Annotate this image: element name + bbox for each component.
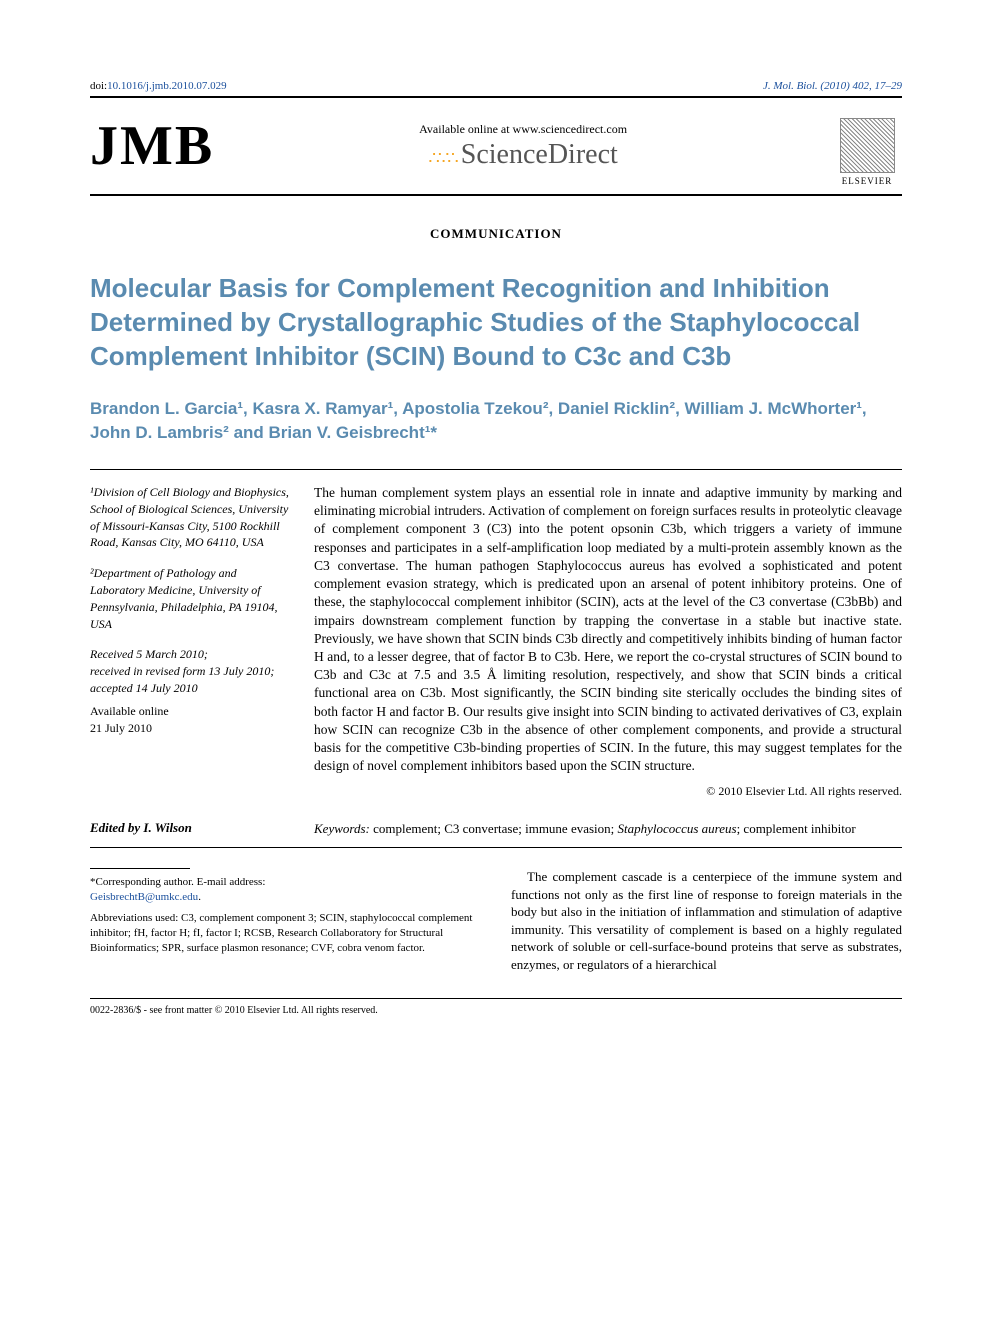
date-online: 21 July 2010 xyxy=(90,720,290,737)
corresponding-label: *Corresponding author. xyxy=(90,876,194,888)
authors: Brandon L. Garcia¹, Kasra X. Ramyar¹, Ap… xyxy=(90,397,902,445)
footnote-abbreviations: Abbreviations used: C3, complement compo… xyxy=(90,911,481,956)
keywords-italic: Staphylococcus aureus xyxy=(618,821,737,836)
keywords-text-2: ; complement inhibitor xyxy=(737,821,856,836)
bottom-line: 0022-2836/$ - see front matter © 2010 El… xyxy=(90,1005,902,1016)
abstract: The human complement system plays an ess… xyxy=(314,484,902,776)
elsevier-tree-icon xyxy=(840,118,895,173)
journal-reference: J. Mol. Biol. (2010) 402, 17–29 xyxy=(763,80,902,92)
article-type: Communication xyxy=(90,226,902,242)
dates-block: Received 5 March 2010; received in revis… xyxy=(90,646,290,696)
email-label: E-mail address: xyxy=(194,876,265,888)
main-row: ¹Division of Cell Biology and Biophysics… xyxy=(90,469,902,810)
elsevier-logo: ELSEVIER xyxy=(832,106,902,186)
body-col-left: *Corresponding author. E-mail address: G… xyxy=(90,868,481,973)
keywords-label: Keywords: xyxy=(314,821,370,836)
affiliation-2: ²Department of Pathology and Laboratory … xyxy=(90,565,290,632)
footnote-rule xyxy=(90,868,190,869)
sciencedirect-brand: ∴∵∴ScienceDirect xyxy=(234,139,812,171)
header-bar: JMB Available online at www.sciencedirec… xyxy=(90,96,902,196)
abstract-column: The human complement system plays an ess… xyxy=(314,484,902,810)
keywords: Keywords: complement; C3 convertase; imm… xyxy=(314,820,902,838)
body-paragraph: The complement cascade is a centerpiece … xyxy=(511,868,902,973)
doi-label: doi: xyxy=(90,80,107,92)
doi-link[interactable]: 10.1016/j.jmb.2010.07.029 xyxy=(107,80,226,92)
copyright: © 2010 Elsevier Ltd. All rights reserved… xyxy=(314,783,902,799)
sciencedirect-dots-icon: ∴∵∴ xyxy=(428,148,456,169)
jmb-logo: JMB xyxy=(90,114,214,178)
body-columns: *Corresponding author. E-mail address: G… xyxy=(90,868,902,973)
left-column: ¹Division of Cell Biology and Biophysics… xyxy=(90,484,290,810)
affiliation-1: ¹Division of Cell Biology and Biophysics… xyxy=(90,484,290,551)
doi-row: doi:10.1016/j.jmb.2010.07.029 J. Mol. Bi… xyxy=(90,80,902,92)
bottom-rule xyxy=(90,998,902,999)
keywords-text-1: complement; C3 convertase; immune evasio… xyxy=(370,821,618,836)
doi: doi:10.1016/j.jmb.2010.07.029 xyxy=(90,80,227,92)
elsevier-text: ELSEVIER xyxy=(842,176,893,186)
date-online-label: Available online xyxy=(90,703,290,720)
keywords-row: Edited by I. Wilson Keywords: complement… xyxy=(90,820,902,849)
body-col-right: The complement cascade is a centerpiece … xyxy=(511,868,902,973)
sciencedirect-block: Available online at www.sciencedirect.co… xyxy=(234,122,812,171)
date-received: Received 5 March 2010; xyxy=(90,646,290,663)
edited-by: Edited by I. Wilson xyxy=(90,820,290,838)
date-revised: received in revised form 13 July 2010; xyxy=(90,663,290,680)
available-online-text: Available online at www.sciencedirect.co… xyxy=(234,122,812,137)
footnote-corresponding: *Corresponding author. E-mail address: G… xyxy=(90,875,481,905)
article-title: Molecular Basis for Complement Recogniti… xyxy=(90,272,902,373)
sciencedirect-text: ScienceDirect xyxy=(461,139,618,170)
corresponding-email[interactable]: GeisbrechtB@umkc.edu xyxy=(90,891,198,903)
date-accepted: accepted 14 July 2010 xyxy=(90,680,290,697)
